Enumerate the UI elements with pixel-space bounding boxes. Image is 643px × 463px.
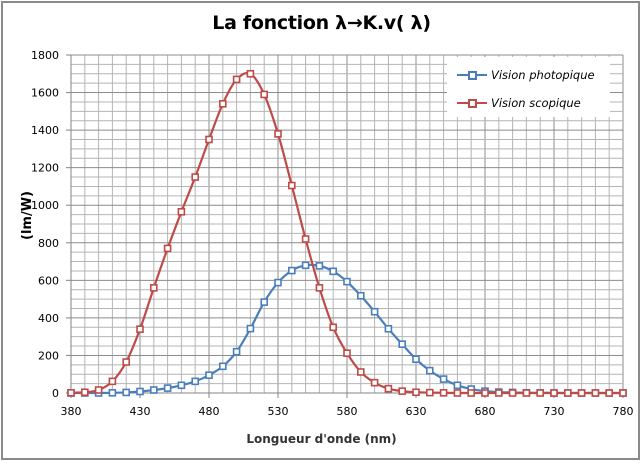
data-point-marker <box>274 278 282 287</box>
data-point-marker <box>343 349 351 357</box>
y-tick-label: 800 <box>38 237 59 250</box>
y-tick-label: 0 <box>52 387 59 400</box>
data-point-marker <box>274 130 282 138</box>
data-point-marker <box>591 389 600 397</box>
data-point-marker <box>356 291 365 300</box>
chart-title: La fonction λ→K.v( λ) <box>212 12 431 34</box>
data-point-marker <box>329 323 338 332</box>
y-tick-label: 1000 <box>31 199 59 212</box>
data-point-marker <box>384 384 393 393</box>
data-point-marker <box>81 388 89 397</box>
data-point-marker <box>563 389 572 397</box>
data-point-marker <box>412 388 420 397</box>
y-tick-label: 400 <box>38 312 59 325</box>
data-point-marker <box>246 69 255 78</box>
legend-swatch-scopique-icon <box>457 97 487 109</box>
data-point-marker <box>536 389 545 397</box>
legend-item-scopique: Vision scopique <box>457 95 581 111</box>
y-tick-label: 1400 <box>31 124 59 137</box>
data-point-marker <box>163 384 172 392</box>
data-point-marker <box>108 377 117 386</box>
data-point-marker <box>425 366 434 375</box>
data-point-marker <box>522 389 531 397</box>
legend-item-photopique: Vision photopique <box>457 67 595 83</box>
data-point-marker <box>94 386 103 394</box>
y-axis-label: (lm/W) <box>20 191 35 240</box>
legend-swatch-photopique-icon <box>457 69 487 81</box>
data-point-marker <box>67 389 75 397</box>
x-tick-label: 430 <box>130 405 151 418</box>
x-tick-label: 580 <box>337 405 358 418</box>
data-point-marker <box>453 389 462 397</box>
data-point-marker <box>150 284 158 292</box>
y-tick-label: 1800 <box>31 49 59 62</box>
y-tick-label: 200 <box>38 349 59 362</box>
data-point-marker <box>219 100 227 108</box>
data-point-marker <box>136 387 144 396</box>
data-point-marker <box>163 244 172 253</box>
data-point-marker <box>177 381 186 390</box>
data-point-marker <box>481 389 489 397</box>
data-point-marker <box>398 387 407 395</box>
y-tick-label: 1200 <box>31 162 59 175</box>
data-point-marker <box>232 347 241 356</box>
data-point-marker <box>122 388 130 397</box>
data-point-marker <box>191 173 199 181</box>
data-point-marker <box>453 381 462 390</box>
x-tick-label: 380 <box>61 405 82 418</box>
y-tick-label: 1600 <box>31 87 59 100</box>
data-point-marker <box>577 389 586 397</box>
data-point-marker <box>439 375 448 383</box>
data-point-marker <box>122 358 130 366</box>
data-point-marker <box>370 378 379 387</box>
data-point-marker <box>356 368 365 376</box>
x-tick-label: 530 <box>268 405 289 418</box>
data-point-marker <box>494 389 503 397</box>
data-point-marker <box>619 389 627 397</box>
data-point-marker <box>508 389 517 397</box>
data-point-marker <box>343 277 351 286</box>
x-tick-label: 480 <box>199 405 220 418</box>
x-tick-label: 680 <box>475 405 496 418</box>
data-point-marker <box>550 389 558 397</box>
x-tick-label: 780 <box>613 405 634 418</box>
legend-label: Vision photopique <box>491 68 595 82</box>
data-point-marker <box>412 355 420 364</box>
data-point-marker <box>315 284 324 292</box>
x-tick-label: 630 <box>406 405 427 418</box>
data-point-marker <box>605 389 614 397</box>
data-point-marker <box>287 181 296 190</box>
data-point-marker <box>260 90 269 99</box>
data-point-marker <box>329 267 338 276</box>
data-point-marker <box>301 261 310 270</box>
data-point-marker <box>191 377 199 386</box>
y-tick-label: 600 <box>38 274 59 287</box>
data-point-marker <box>467 389 476 397</box>
data-point-marker <box>246 324 255 333</box>
data-point-marker <box>260 298 269 306</box>
data-point-marker <box>398 340 407 348</box>
data-point-marker <box>315 262 324 270</box>
data-point-marker <box>205 371 213 379</box>
legend: Vision photopique Vision scopique <box>447 57 610 117</box>
data-point-marker <box>425 388 434 397</box>
data-point-marker <box>301 235 310 243</box>
data-point-marker <box>384 324 393 333</box>
x-axis-label: Longueur d'onde (nm) <box>246 432 397 446</box>
legend-label: Vision scopique <box>491 96 581 110</box>
data-point-marker <box>108 389 117 397</box>
data-point-marker <box>287 266 296 275</box>
data-point-marker <box>370 307 379 316</box>
data-point-marker <box>150 386 158 394</box>
data-point-marker <box>177 207 186 216</box>
data-point-marker <box>205 135 213 144</box>
x-tick-label: 730 <box>544 405 565 418</box>
data-point-marker <box>439 389 448 397</box>
data-point-marker <box>219 362 227 371</box>
data-point-marker <box>232 75 241 84</box>
data-point-marker <box>136 325 144 333</box>
